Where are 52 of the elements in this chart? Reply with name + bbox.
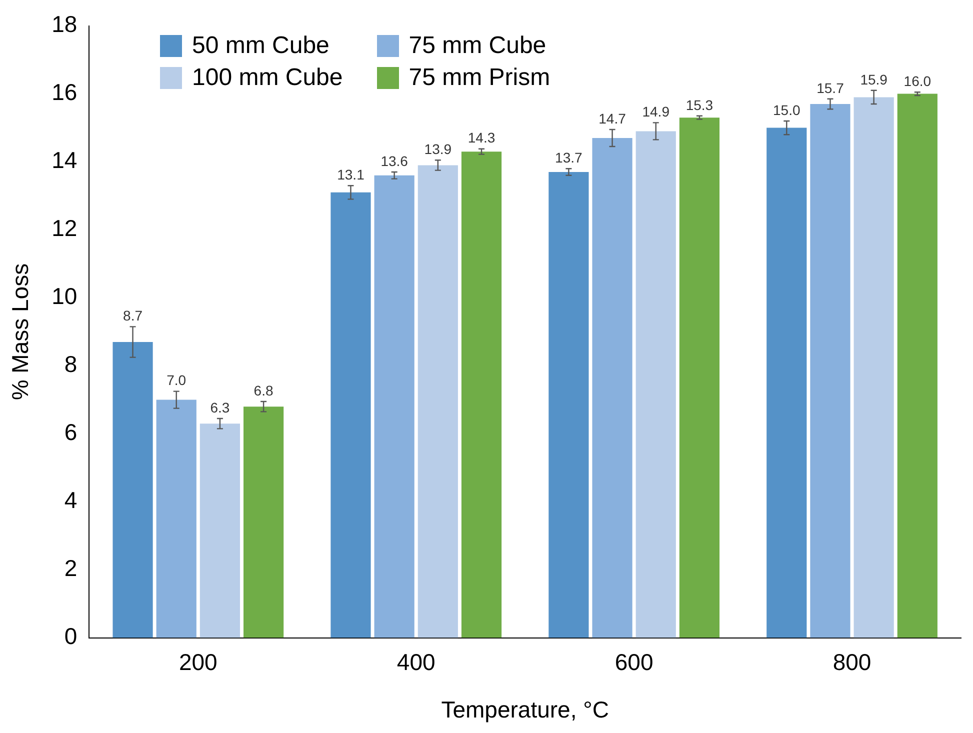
legend-label: 50 mm Cube — [192, 32, 330, 60]
y-tick-label: 18 — [52, 11, 78, 38]
bar — [679, 118, 720, 638]
bar — [156, 400, 196, 638]
x-tick-label: 200 — [178, 648, 218, 675]
y-tick-label: 6 — [64, 419, 78, 446]
y-tick-label: 0 — [64, 623, 78, 650]
data-label: 15.0 — [773, 102, 800, 118]
data-label: 6.3 — [210, 399, 230, 416]
data-label: 14.3 — [468, 130, 496, 146]
bar — [243, 406, 284, 638]
x-axis-title: Temperature, °C — [441, 696, 609, 723]
bar — [330, 192, 371, 638]
legend-label: 75 mm Cube — [408, 32, 546, 60]
data-label: 15.9 — [860, 71, 888, 88]
data-label: 7.0 — [166, 372, 186, 388]
y-tick-label: 10 — [52, 283, 78, 310]
legend-label: 100 mm Cube — [192, 64, 343, 92]
data-label: 8.7 — [123, 308, 143, 324]
bar — [418, 165, 458, 638]
bar — [810, 104, 850, 638]
bar — [112, 342, 153, 638]
y-tick-label: 14 — [52, 147, 78, 174]
bar — [854, 97, 894, 638]
y-tick-label: 16 — [52, 79, 78, 106]
bar — [897, 94, 938, 638]
x-tick-label: 400 — [396, 648, 436, 675]
data-label: 14.7 — [598, 110, 626, 126]
bar — [374, 175, 414, 638]
data-label: 15.3 — [686, 96, 714, 113]
data-label: 13.7 — [555, 149, 583, 166]
bar — [461, 152, 502, 638]
data-label: 13.6 — [380, 152, 408, 169]
bar — [592, 138, 632, 638]
bar — [766, 128, 807, 638]
x-tick-label: 800 — [832, 648, 872, 675]
bar — [636, 131, 676, 638]
data-label: 15.7 — [816, 80, 844, 96]
bar — [200, 424, 240, 638]
x-tick-label: 600 — [614, 648, 654, 675]
legend-label: 75 mm Prism — [408, 64, 550, 92]
bar — [548, 172, 589, 638]
y-axis-title: % Mass Loss — [7, 263, 34, 400]
data-label: 16.0 — [904, 72, 932, 89]
y-tick-label: 4 — [64, 487, 78, 514]
data-label: 14.9 — [642, 104, 670, 120]
y-tick-label: 8 — [64, 351, 78, 378]
data-label: 13.9 — [424, 140, 452, 157]
data-label: 13.1 — [337, 166, 365, 182]
y-tick-label: 2 — [64, 555, 78, 582]
y-tick-label: 12 — [52, 215, 78, 242]
data-label: 6.8 — [254, 382, 274, 398]
